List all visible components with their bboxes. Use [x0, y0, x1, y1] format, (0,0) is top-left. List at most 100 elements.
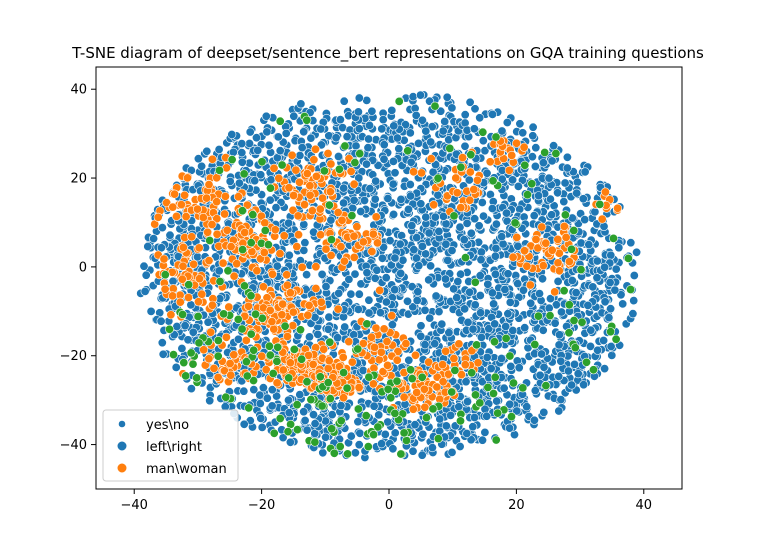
- data-point-other: [566, 244, 576, 254]
- data-point-other: [263, 240, 273, 250]
- data-point-yes-no: [272, 261, 282, 271]
- data-point-other: [406, 365, 416, 375]
- data-point-yes-no: [538, 158, 548, 168]
- data-point-yes-no: [465, 287, 475, 297]
- data-point-yes-no: [605, 277, 615, 287]
- data-point-yes-no: [139, 261, 149, 271]
- data-point-other: [369, 430, 379, 440]
- data-point-other: [336, 416, 346, 426]
- data-point-yes-no: [157, 338, 167, 348]
- data-point-man-woman: [307, 206, 317, 216]
- data-point-yes-no: [300, 238, 310, 248]
- data-point-man-woman: [383, 360, 393, 370]
- data-point-yes-no: [438, 126, 448, 136]
- data-point-other: [343, 449, 353, 459]
- data-point-man-woman: [265, 305, 275, 315]
- data-point-yes-no: [600, 297, 610, 307]
- data-point-yes-no: [530, 161, 540, 171]
- data-point-yes-no: [632, 247, 642, 257]
- data-point-yes-no: [469, 412, 479, 422]
- data-point-yes-no: [389, 121, 399, 131]
- data-point-yes-no: [482, 168, 492, 178]
- data-point-yes-no: [267, 385, 277, 395]
- data-point-man-woman: [166, 310, 176, 320]
- data-point-yes-no: [306, 133, 316, 143]
- data-point-yes-no: [498, 239, 508, 249]
- data-point-yes-no: [441, 239, 451, 249]
- data-point-yes-no: [350, 269, 360, 279]
- data-point-yes-no: [454, 402, 464, 412]
- data-point-yes-no: [544, 173, 554, 183]
- data-point-other: [470, 390, 480, 400]
- data-point-other: [275, 116, 285, 126]
- data-point-yes-no: [383, 194, 393, 204]
- data-point-yes-no: [545, 294, 555, 304]
- data-point-yes-no: [436, 106, 446, 116]
- data-point-yes-no: [146, 306, 156, 316]
- data-point-man-woman: [460, 360, 470, 370]
- data-point-man-woman: [325, 187, 335, 197]
- data-point-man-woman: [267, 317, 277, 327]
- data-point-yes-no: [492, 396, 502, 406]
- data-point-man-woman: [393, 346, 403, 356]
- data-point-yes-no: [462, 218, 472, 228]
- data-point-yes-no: [505, 399, 515, 409]
- data-point-other: [194, 338, 204, 348]
- data-point-man-woman: [519, 142, 529, 152]
- data-point-yes-no: [346, 289, 356, 299]
- data-point-other: [188, 359, 198, 369]
- data-point-other: [449, 211, 459, 221]
- data-point-other: [240, 281, 250, 291]
- data-point-man-woman: [344, 337, 354, 347]
- data-point-yes-no: [387, 320, 397, 330]
- data-point-yes-no: [396, 268, 406, 278]
- data-point-yes-no: [579, 380, 589, 390]
- data-point-other: [569, 315, 579, 325]
- data-point-other: [264, 341, 274, 351]
- data-point-yes-no: [554, 330, 564, 340]
- data-point-yes-no: [289, 111, 299, 121]
- data-point-yes-no: [405, 128, 415, 138]
- data-point-man-woman: [519, 246, 529, 256]
- y-tick-label: −40: [60, 438, 87, 453]
- data-point-yes-no: [239, 386, 249, 396]
- data-point-yes-no: [508, 325, 518, 335]
- data-point-man-woman: [226, 242, 236, 252]
- data-point-yes-no: [225, 176, 235, 186]
- data-point-yes-no: [550, 318, 560, 328]
- data-point-other: [193, 311, 203, 321]
- data-point-man-woman: [533, 243, 543, 253]
- data-point-yes-no: [333, 152, 343, 162]
- data-point-man-woman: [531, 234, 541, 244]
- data-point-yes-no: [491, 243, 501, 253]
- data-point-man-woman: [333, 304, 343, 314]
- data-point-other: [213, 351, 223, 361]
- data-point-yes-no: [249, 385, 259, 395]
- data-point-man-woman: [522, 261, 532, 271]
- data-point-yes-no: [165, 230, 175, 240]
- data-point-yes-no: [334, 288, 344, 298]
- data-point-yes-no: [530, 386, 540, 396]
- data-point-yes-no: [572, 177, 582, 187]
- data-point-yes-no: [415, 90, 425, 100]
- data-point-other: [248, 210, 258, 220]
- data-point-yes-no: [256, 413, 266, 423]
- data-point-man-woman: [274, 173, 284, 183]
- data-point-yes-no: [470, 104, 480, 114]
- data-point-yes-no: [404, 355, 414, 365]
- data-point-yes-no: [237, 139, 247, 149]
- data-point-other: [626, 284, 636, 294]
- data-point-yes-no: [392, 133, 402, 143]
- data-point-man-woman: [352, 222, 362, 232]
- data-point-yes-no: [539, 407, 549, 417]
- data-point-man-woman: [178, 242, 188, 252]
- data-point-other: [323, 378, 333, 388]
- data-point-yes-no: [324, 312, 334, 322]
- data-point-man-woman: [220, 191, 230, 201]
- legend-label: left\right: [146, 440, 202, 455]
- data-point-yes-no: [412, 295, 422, 305]
- data-point-yes-no: [331, 133, 341, 143]
- data-point-yes-no: [295, 151, 305, 161]
- data-point-man-woman: [303, 350, 313, 360]
- data-point-man-woman: [176, 200, 186, 210]
